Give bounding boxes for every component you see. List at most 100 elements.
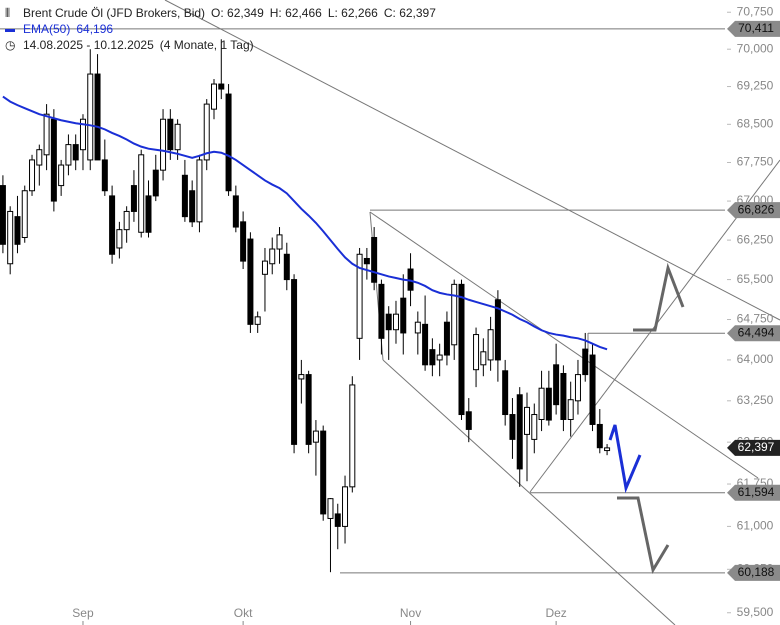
ema-line: [2, 95, 608, 351]
candle-body: [0, 185, 6, 245]
candle-body: [160, 118, 167, 171]
candle-body: [72, 144, 79, 161]
candle-body: [116, 229, 123, 249]
candle-body: [422, 323, 429, 366]
candle-body: [356, 253, 363, 339]
candle-body: [203, 103, 210, 161]
candle-body: [7, 210, 14, 265]
candle-body: [94, 73, 101, 161]
y-tick-label: 67,750: [737, 155, 774, 169]
icon: ⫴: [5, 6, 11, 20]
candle-body: [87, 73, 94, 161]
last-price-label: 62,397: [738, 440, 775, 454]
candle-body: [254, 316, 261, 325]
x-tick-label: Dez: [545, 606, 566, 620]
trend-line: [382, 359, 676, 625]
candle-body: [189, 190, 196, 223]
candle-body: [480, 351, 487, 366]
candle-body: [392, 313, 399, 331]
candle-body: [58, 164, 65, 187]
candle-body: [240, 221, 247, 262]
candle-body: [443, 321, 450, 356]
ohlc: L: 62,266: [327, 6, 378, 20]
candle-body: [604, 447, 611, 452]
icon: ◷: [5, 38, 16, 52]
level-box: [727, 484, 780, 501]
candle-body: [109, 195, 116, 255]
candle-body: [429, 349, 436, 366]
candle-body: [465, 411, 472, 430]
ohlc: H: 62,466: [269, 6, 322, 20]
candle-body: [531, 414, 538, 440]
candle-body: [305, 374, 312, 445]
candle-body: [349, 384, 356, 488]
y-tick-label: 68,500: [737, 116, 774, 130]
candle-body: [130, 185, 137, 212]
candle-body: [218, 83, 225, 90]
candle-body: [327, 498, 334, 519]
y-tick-label: 63,250: [737, 393, 774, 407]
candle-body: [516, 394, 523, 470]
candle-body: [138, 154, 145, 233]
candle-body: [342, 486, 349, 527]
trend-line: [164, 0, 780, 321]
candle-body: [582, 348, 589, 376]
candle-body: [400, 297, 407, 334]
candle-body: [596, 423, 603, 449]
candle-body: [451, 283, 458, 346]
candle-body: [276, 234, 283, 250]
candle-body: [378, 283, 385, 339]
candle-body: [567, 399, 574, 420]
candle-body: [560, 372, 567, 420]
scenario-arrow: [608, 424, 642, 494]
level-box: [727, 20, 780, 37]
y-tick-label: 64,750: [737, 312, 774, 326]
header-line: EMA(50) 64,196: [5, 21, 442, 37]
plot: [0, 28, 725, 574]
candle-body: [574, 374, 581, 402]
candle-body: [174, 123, 181, 151]
scenario-arrow: [633, 262, 685, 332]
candle-body: [247, 238, 254, 325]
price-axis: 70,75070,00069,25068,50067,75067,00066,2…: [72, 4, 780, 625]
candle-body: [414, 321, 421, 334]
legend-value: 64,196: [76, 22, 114, 36]
level-box: [727, 564, 780, 581]
candle-body: [211, 83, 218, 110]
candle-body: [502, 370, 509, 416]
candle-body: [269, 248, 276, 265]
candle-body: [524, 406, 531, 435]
level-label: 66,826: [738, 202, 775, 216]
y-tick-label: 66,250: [737, 232, 774, 246]
candle-body: [473, 334, 480, 371]
header-line: ⫴ Brent Crude Öl (JFD Brokers, Bid) O: 62,…: [5, 5, 442, 21]
candle-body: [553, 364, 560, 406]
y-tick-label: 64,000: [737, 352, 774, 366]
candle-body: [196, 159, 203, 223]
candle-body: [14, 216, 21, 245]
date-range: 14.08.2025 - 10.12.2025: [23, 38, 154, 52]
candle-body: [36, 149, 43, 166]
level-label: 64,494: [738, 325, 775, 339]
candle-body: [494, 299, 501, 361]
icon: [5, 21, 17, 37]
level-label: 70,411: [738, 21, 774, 35]
candle-body: [312, 430, 319, 443]
level-box: [727, 325, 780, 342]
trend-line: [369, 211, 759, 479]
candle-body: [123, 210, 130, 231]
candle-body: [436, 354, 443, 361]
candle-body: [79, 118, 86, 151]
x-tick-label: Sep: [72, 606, 94, 620]
scenario-arrow: [617, 496, 670, 575]
y-tick-label: 65,500: [737, 272, 774, 286]
candle-body: [261, 260, 268, 275]
candle-body: [589, 354, 596, 425]
candle-body: [320, 430, 327, 515]
candle-body: [291, 279, 298, 445]
x-tick-label: Okt: [234, 606, 253, 620]
ohlc: O: 62,349: [211, 6, 264, 20]
candle-body: [385, 313, 392, 331]
